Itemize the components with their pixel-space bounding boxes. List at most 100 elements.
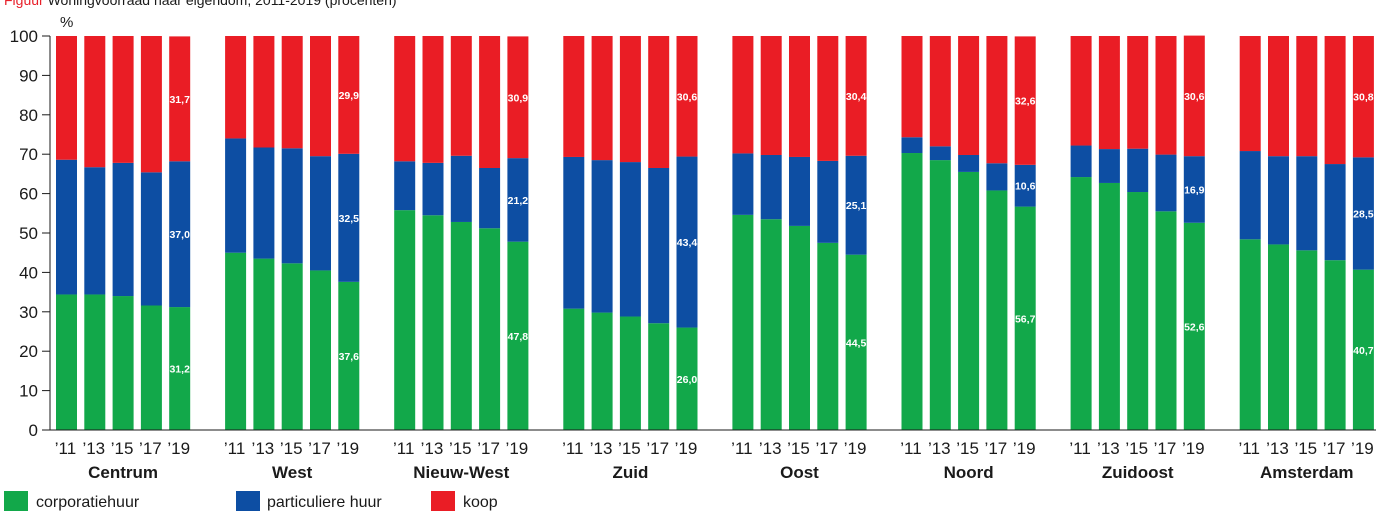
- x-year-label: ’17: [815, 439, 838, 458]
- bar-corporatiehuur: [112, 296, 134, 430]
- bar-koop: [281, 36, 303, 149]
- bar-corporatiehuur: [310, 270, 331, 430]
- x-year-label: ’11: [562, 439, 583, 458]
- bar-koop: [338, 36, 360, 154]
- bar-corporatiehuur: [648, 323, 670, 430]
- x-year-label: ’13: [252, 439, 275, 458]
- bar-particuliere-huur: [986, 163, 1008, 191]
- bar-corporatiehuur: [394, 210, 416, 430]
- bar-particuliere-huur: [450, 155, 472, 222]
- chart-title-prefix: Figuur: [4, 0, 48, 8]
- bar-particuliere-huur: [1098, 149, 1120, 183]
- legend-label-corporatiehuur: corporatiehuur: [36, 494, 140, 511]
- data-label: 30,4: [846, 91, 867, 103]
- x-year-label: ’15: [787, 439, 810, 458]
- bar-koop: [619, 36, 641, 163]
- bar-particuliere-huur: [507, 158, 529, 242]
- legend-label-koop: koop: [463, 494, 498, 511]
- bar-particuliere-huur: [1324, 164, 1346, 261]
- data-label: 52,6: [1184, 321, 1205, 333]
- bar-corporatiehuur: [281, 263, 303, 430]
- data-label: 29,9: [339, 90, 360, 102]
- bar-corporatiehuur: [760, 219, 782, 430]
- bar-particuliere-huur: [789, 156, 810, 226]
- bar-corporatiehuur: [422, 215, 444, 430]
- x-year-label: ’15: [1125, 439, 1148, 458]
- bar-particuliere-huur: [901, 137, 923, 154]
- x-year-label: ’19: [1013, 439, 1036, 458]
- bar-koop: [310, 36, 331, 157]
- bar-koop: [450, 36, 472, 156]
- chart-title: Figuur Woningvoorraad naar eigendom, 201…: [4, 0, 397, 8]
- x-year-label: ’19: [167, 439, 190, 458]
- bar-corporatiehuur: [732, 214, 754, 430]
- bar-koop: [1352, 36, 1374, 158]
- bar-koop: [225, 36, 247, 139]
- data-label: 40,7: [1353, 345, 1374, 357]
- x-year-label: ’11: [224, 439, 245, 458]
- data-label: 16,9: [1184, 184, 1205, 196]
- bar-koop: [901, 36, 923, 138]
- bar-koop: [789, 36, 810, 157]
- bar-particuliere-huur: [281, 148, 303, 264]
- bar-particuliere-huur: [253, 147, 275, 259]
- x-year-label: ’19: [675, 439, 698, 458]
- bar-corporatiehuur: [1014, 206, 1036, 430]
- bar-corporatiehuur: [929, 160, 951, 431]
- bar-corporatiehuur: [1239, 239, 1261, 430]
- bar-particuliere-huur: [1070, 145, 1092, 178]
- bar-particuliere-huur: [338, 153, 360, 282]
- x-year-label: ’15: [280, 439, 303, 458]
- x-year-label: ’13: [421, 439, 444, 458]
- bar-corporatiehuur: [225, 252, 247, 430]
- data-label: 31,2: [169, 364, 190, 376]
- bar-particuliere-huur: [140, 172, 162, 306]
- bar-koop: [169, 36, 191, 162]
- data-label: 26,0: [677, 374, 698, 386]
- data-label: 43,4: [677, 237, 698, 249]
- bar-particuliere-huur: [112, 162, 134, 297]
- bar-particuliere-huur: [732, 153, 754, 215]
- bar-koop: [1183, 35, 1205, 157]
- x-year-label: ’17: [1323, 439, 1346, 458]
- data-label: 10,6: [1015, 181, 1036, 193]
- x-year-label: ’19: [336, 439, 359, 458]
- x-year-label: ’17: [646, 439, 669, 458]
- data-label: 32,6: [1015, 96, 1036, 108]
- data-label: 21,2: [508, 195, 529, 207]
- bar-particuliere-huur: [1352, 157, 1374, 270]
- group-label: Noord: [944, 463, 994, 482]
- bar-particuliere-huur: [648, 167, 670, 324]
- bar-particuliere-huur: [563, 156, 585, 309]
- y-tick-label: 70: [19, 145, 38, 164]
- bar-koop: [845, 36, 867, 156]
- data-label: 30,9: [508, 92, 529, 104]
- bar-particuliere-huur: [929, 146, 951, 161]
- data-label: 44,5: [846, 337, 867, 349]
- bar-particuliere-huur: [479, 167, 501, 229]
- bar-corporatiehuur: [563, 308, 585, 430]
- x-year-label: ’13: [928, 439, 951, 458]
- data-label: 32,5: [339, 213, 360, 225]
- bar-koop: [1127, 36, 1149, 149]
- x-year-label: ’17: [985, 439, 1008, 458]
- bar-particuliere-huur: [1155, 154, 1177, 212]
- bar-corporatiehuur: [1324, 260, 1346, 430]
- y-tick-label: 90: [19, 66, 38, 85]
- legend-swatch-koop: [431, 491, 455, 511]
- bar-koop: [1296, 36, 1318, 157]
- x-year-label: ’11: [393, 439, 414, 458]
- x-year-label: ’13: [759, 439, 782, 458]
- bar-corporatiehuur: [958, 171, 980, 430]
- x-year-label: ’19: [506, 439, 529, 458]
- x-year-label: ’17: [308, 439, 331, 458]
- bar-corporatiehuur: [1352, 269, 1374, 430]
- x-year-label: ’11: [1238, 439, 1259, 458]
- x-year-label: ’13: [82, 439, 105, 458]
- x-year-label: ’13: [590, 439, 613, 458]
- data-label: 25,1: [846, 200, 867, 212]
- data-label: 37,6: [339, 351, 360, 363]
- bar-particuliere-huur: [1127, 148, 1149, 193]
